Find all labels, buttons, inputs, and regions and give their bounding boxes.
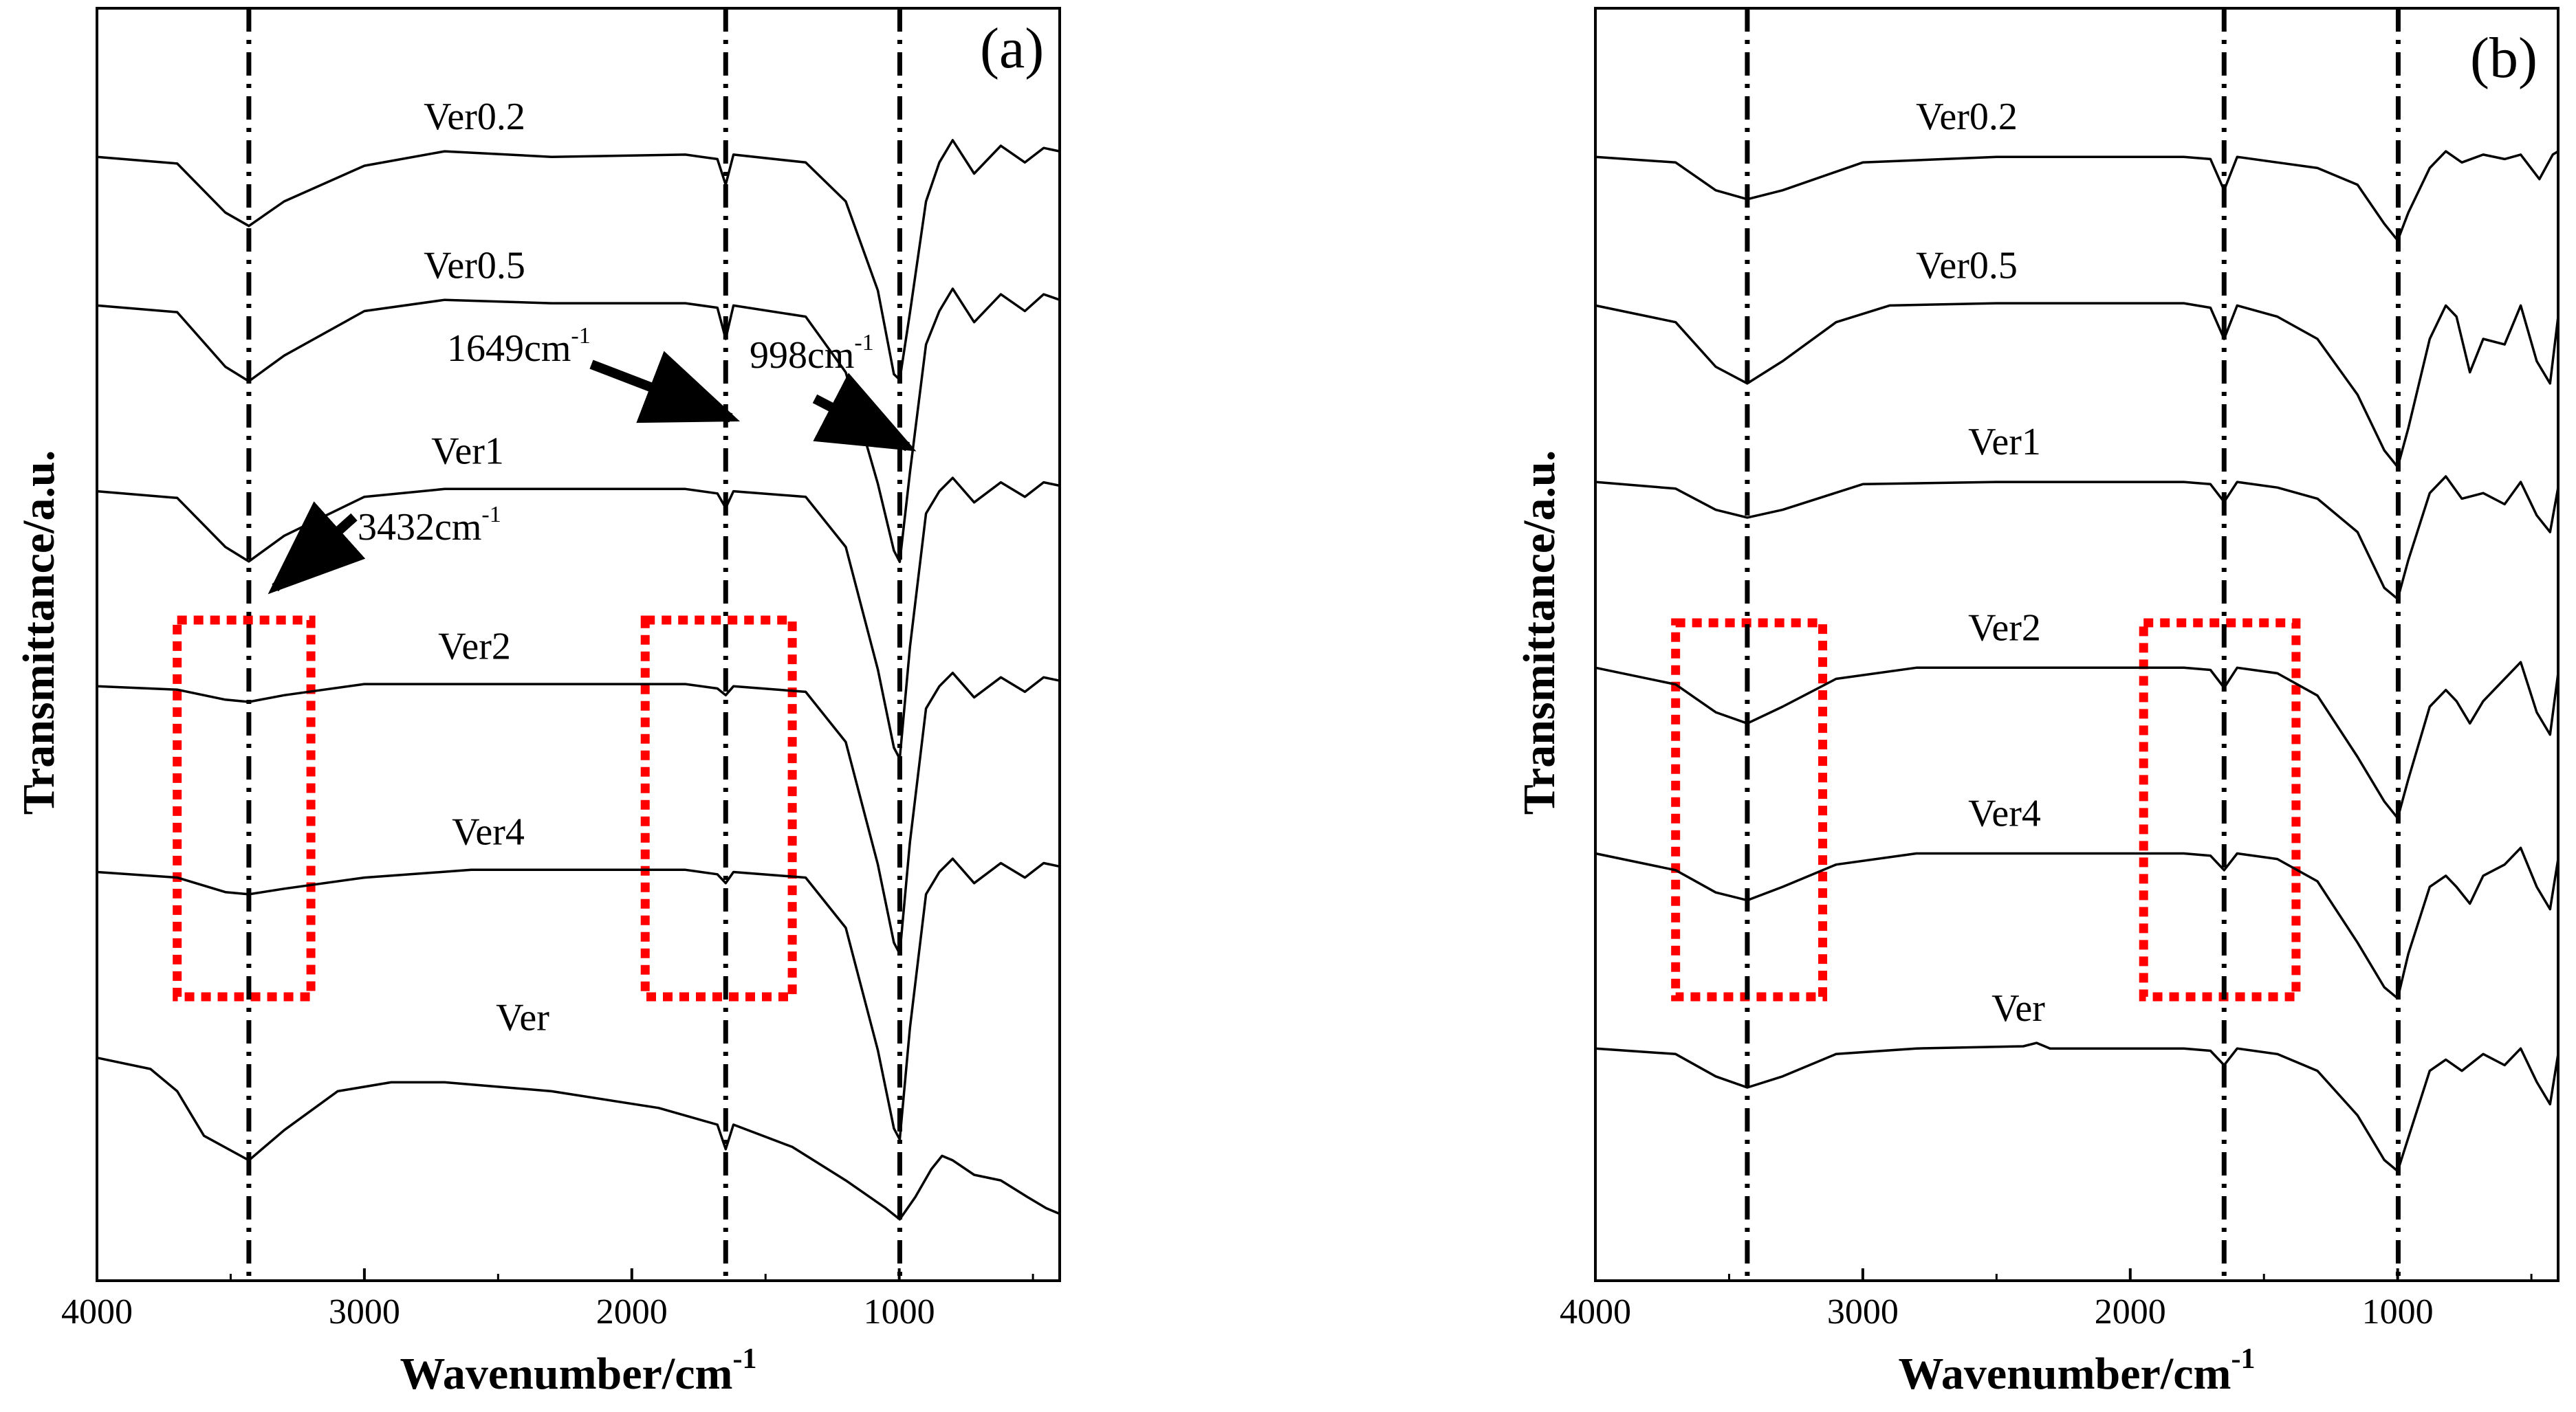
annotation-3432: 3432cm-1	[268, 501, 501, 595]
x-ticks-b: 4000 3000 2000 1000	[1560, 1268, 2533, 1332]
arrow-3432	[268, 501, 366, 595]
spectrum-ver2	[96, 672, 1060, 956]
x-tick-label-1000: 1000	[2362, 1292, 2434, 1332]
series-label-ver0-2: Ver0.2	[424, 96, 525, 138]
panel-label-b: (b)	[2470, 26, 2537, 90]
series-label-ver0-5: Ver0.5	[1916, 244, 2018, 287]
x-axis-label-a: Wavenumber/cm-1	[400, 1343, 757, 1399]
spectrum-ver0-2	[96, 139, 1060, 382]
series-label-ver2: Ver2	[438, 625, 511, 668]
series-label-ver: Ver	[496, 997, 549, 1039]
arrow-1649	[589, 351, 741, 423]
x-tick-label-1000: 1000	[864, 1292, 935, 1332]
spectrum-ver2	[1595, 661, 2559, 819]
plot-frame-b	[1594, 7, 2559, 1282]
series-labels-a: Ver0.2 Ver0.5 Ver1 Ver2 Ver4 Ver	[424, 96, 549, 1039]
x-tick-label-2000: 2000	[596, 1292, 668, 1332]
series-label-ver1: Ver1	[431, 430, 504, 473]
x-tick-label-4000: 4000	[1560, 1292, 1631, 1332]
series-label-ver2: Ver2	[1968, 606, 2041, 649]
highlight-region-2	[2139, 618, 2301, 1002]
annotation-1649-text: 1649cm-1	[447, 323, 591, 370]
spectra-b	[1595, 150, 2559, 1173]
highlight-region-1	[173, 615, 316, 1002]
x-tick-label-4000: 4000	[61, 1292, 133, 1332]
highlight-regions-a	[173, 615, 797, 1002]
spectrum-ver0-5	[96, 287, 1060, 564]
plot-frame-a	[96, 7, 1061, 1282]
x-tick-label-3000: 3000	[1827, 1292, 1899, 1332]
series-label-ver1: Ver1	[1968, 421, 2041, 463]
panel-a: Ver0.2 Ver0.5 Ver1 Ver2 Ver4 Ver 4000 3000 2000…	[14, 7, 1061, 1399]
annotation-998: 998cm-1	[750, 330, 917, 452]
series-label-ver4: Ver4	[452, 811, 525, 854]
spectrum-ver0-5	[1595, 302, 2559, 469]
annotation-1649: 1649cm-1	[447, 323, 741, 423]
x-ticks-a: 4000 3000 2000 1000	[61, 1268, 1034, 1332]
series-label-ver: Ver	[1991, 987, 2045, 1030]
spectrum-ver1	[96, 476, 1060, 760]
spectrum-ver	[1595, 1041, 2559, 1173]
spectrum-ver4	[1595, 846, 2559, 1000]
spectrum-ver0-2	[1595, 150, 2559, 242]
series-label-ver0-2: Ver0.2	[1916, 96, 2018, 138]
series-labels-b: Ver0.2 Ver0.5 Ver1 Ver2 Ver4 Ver	[1916, 96, 2045, 1030]
y-axis-label-b: Transmittance/a.u.	[1514, 450, 1564, 815]
reference-lines-b	[1745, 8, 2401, 1281]
highlight-region-2	[640, 615, 797, 1002]
spectrum-ver4	[96, 857, 1060, 1141]
arrow-998	[812, 373, 917, 452]
reference-lines-a	[246, 8, 902, 1281]
x-axis-label-b: Wavenumber/cm-1	[1899, 1343, 2256, 1399]
panel-b: Ver0.2 Ver0.5 Ver1 Ver2 Ver4 Ver 4000 3000 2000…	[1514, 7, 2559, 1399]
y-axis-label-a: Transmittance/a.u.	[14, 450, 64, 815]
annotation-998-text: 998cm-1	[750, 330, 874, 377]
series-label-ver0-5: Ver0.5	[424, 244, 525, 287]
panel-label-a: (a)	[980, 16, 1044, 80]
x-tick-label-2000: 2000	[2095, 1292, 2166, 1332]
spectrum-ver	[96, 1056, 1060, 1221]
spectra-a	[96, 139, 1060, 1221]
annotation-3432-text: 3432cm-1	[358, 502, 501, 549]
x-tick-label-3000: 3000	[329, 1292, 400, 1332]
series-label-ver4: Ver4	[1968, 792, 2041, 835]
spectrum-ver1	[1595, 475, 2559, 601]
